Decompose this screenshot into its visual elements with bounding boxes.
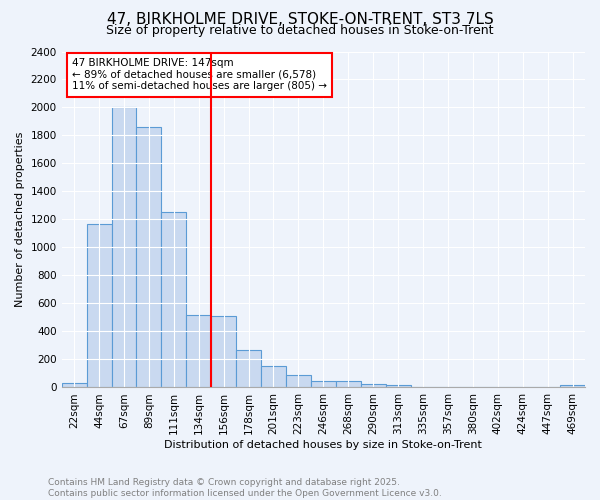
- Bar: [436, 387, 460, 388]
- Bar: [361, 384, 386, 388]
- Bar: [311, 381, 336, 388]
- Text: 47, BIRKHOLME DRIVE, STOKE-ON-TRENT, ST3 7LS: 47, BIRKHOLME DRIVE, STOKE-ON-TRENT, ST3…: [107, 12, 493, 28]
- Bar: [336, 381, 361, 388]
- Bar: [510, 387, 535, 388]
- Text: 47 BIRKHOLME DRIVE: 147sqm
← 89% of detached houses are smaller (6,578)
11% of s: 47 BIRKHOLME DRIVE: 147sqm ← 89% of deta…: [72, 58, 327, 92]
- Bar: [136, 127, 161, 388]
- Bar: [112, 108, 136, 388]
- Bar: [161, 212, 186, 388]
- Bar: [386, 384, 410, 388]
- Bar: [286, 375, 311, 388]
- Bar: [460, 387, 485, 388]
- Bar: [261, 366, 286, 388]
- Bar: [62, 384, 86, 388]
- Bar: [186, 314, 211, 388]
- Bar: [535, 387, 560, 388]
- X-axis label: Distribution of detached houses by size in Stoke-on-Trent: Distribution of detached houses by size …: [164, 440, 482, 450]
- Bar: [86, 224, 112, 388]
- Text: Size of property relative to detached houses in Stoke-on-Trent: Size of property relative to detached ho…: [106, 24, 494, 37]
- Bar: [560, 384, 585, 388]
- Y-axis label: Number of detached properties: Number of detached properties: [15, 132, 25, 307]
- Text: Contains HM Land Registry data © Crown copyright and database right 2025.
Contai: Contains HM Land Registry data © Crown c…: [48, 478, 442, 498]
- Bar: [236, 350, 261, 388]
- Bar: [211, 316, 236, 388]
